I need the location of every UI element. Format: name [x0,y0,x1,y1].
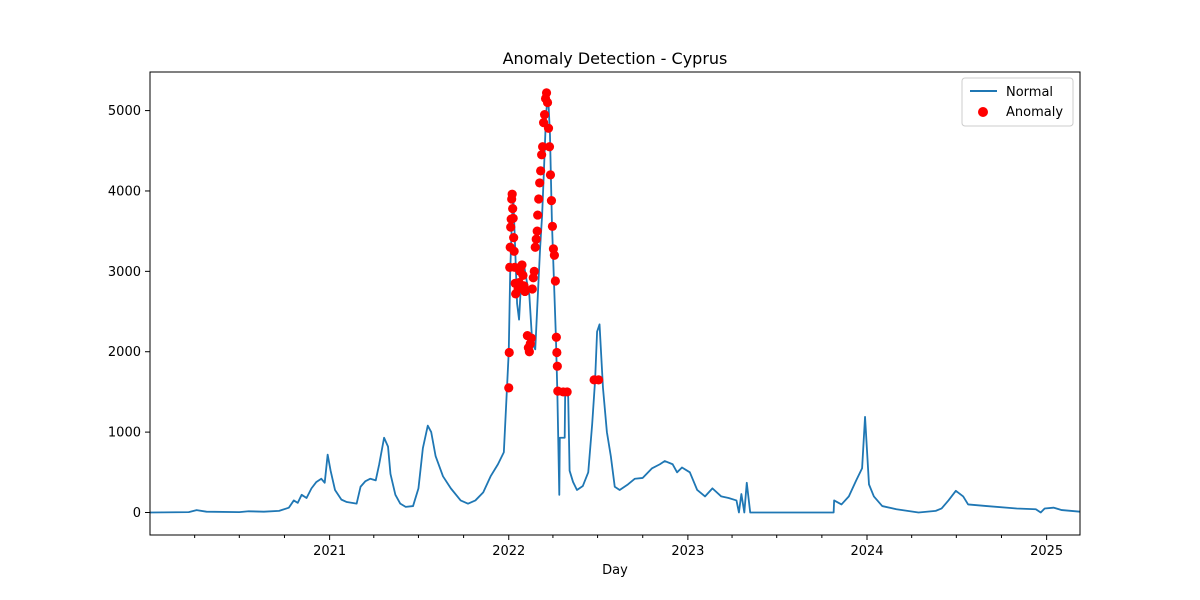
anomaly-point [544,142,555,152]
anomaly-point [542,97,553,108]
legend-anomaly-swatch [978,107,988,117]
anomaly-point [508,213,518,223]
anomaly-point [507,189,517,199]
anomaly-point [539,110,550,120]
anomaly-point [520,286,530,297]
anomaly-point [533,210,543,220]
y-tick-label: 4000 [108,184,141,199]
anomaly-point [535,178,545,188]
x-tick-label: 2023 [671,544,704,559]
x-tick-label: 2021 [313,544,346,559]
anomaly-point [537,150,547,160]
anomaly-point [517,260,527,270]
x-tick-label: 2022 [492,544,525,559]
anomaly-point [546,196,557,206]
x-tick-label: 2024 [850,544,883,559]
y-tick-label: 2000 [108,345,141,360]
anomaly-point [547,221,558,231]
anomaly-point [527,284,537,294]
anomaly-point [518,270,528,280]
y-tick-label: 1000 [108,426,141,441]
anomaly-point [593,375,604,385]
anomaly-point [509,232,519,243]
axes-frame [149,71,1081,536]
plot-area [149,88,1081,514]
anomaly-point [526,333,536,343]
x-axis-label: Day [602,563,628,578]
legend: Normal Anomaly [961,77,1074,127]
anomaly-point [562,387,572,397]
chart-title: Anomaly Detection - Cyprus [503,49,728,68]
anomaly-point [549,250,559,260]
anomaly-point [504,347,514,358]
y-tick-label: 0 [133,506,141,521]
legend-anomaly-label: Anomaly [1006,105,1063,120]
x-tick-label: 2025 [1030,544,1063,559]
y-tick-label: 3000 [108,265,141,280]
anomaly-point [504,383,514,393]
anomaly-point [534,194,544,204]
legend-normal-label: Normal [1006,85,1053,100]
anomaly-point [552,347,562,358]
anomaly-point [531,234,541,244]
anomaly-point [538,142,548,152]
anomaly-point [551,332,561,342]
anomaly-point [545,170,556,180]
anomaly-point [529,266,539,276]
anomaly-point [506,222,516,232]
anomaly-point [541,88,552,98]
y-tick-label: 5000 [108,104,141,119]
anomaly-point [524,347,534,357]
anomaly-point [543,123,554,133]
anomaly-point [532,226,542,236]
anomaly-point [536,166,546,176]
anomaly-point [550,276,560,286]
anomaly-point [509,246,519,256]
anomaly-point [530,242,540,252]
anomaly-point [508,204,518,214]
anomaly-point [552,361,562,371]
